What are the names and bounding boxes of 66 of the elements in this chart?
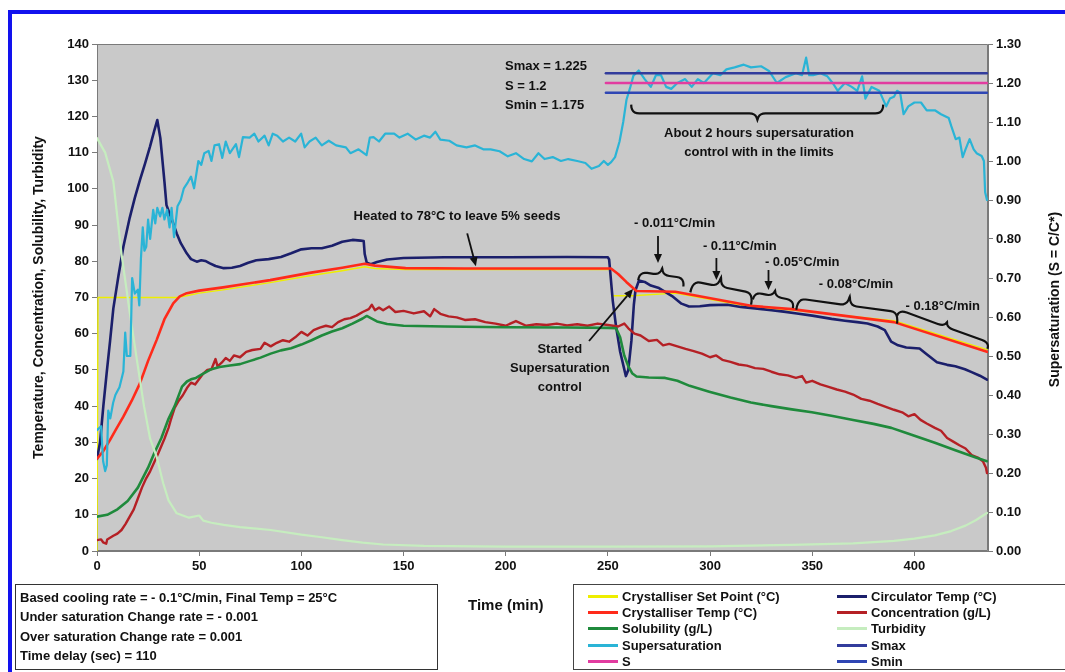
text: Under saturation Change rate = - 0.001 — [20, 608, 260, 627]
annotation: Smax = 1.225 — [505, 58, 588, 74]
annotation: - 0.05°C/min — [764, 254, 840, 271]
y-tick-label: 130 — [67, 71, 89, 87]
y-tick-label: 110 — [68, 144, 89, 160]
y2-tick-label: 1.20 — [996, 74, 1022, 90]
y2-tick-label: 0.60 — [996, 308, 1022, 324]
legend-label: Smax — [871, 637, 906, 653]
x-tick-label: 250 — [597, 558, 619, 574]
y2-tick-label: 0.00 — [996, 542, 1022, 558]
annotation: - 0.18°C/min — [905, 298, 981, 315]
annotation: Heated to 78°C to leave 5% seeds — [353, 208, 561, 224]
y2-tick-label: 0.70 — [996, 269, 1022, 285]
annotation: About 2 hours supersaturation control with in the limits — [664, 123, 854, 162]
x-tick-label: 350 — [801, 558, 824, 574]
y2-tick-label: 0.50 — [996, 347, 1022, 363]
x-tick-label: 50 — [191, 558, 207, 574]
annotation: S = 1.2 — [505, 77, 547, 94]
y-tick-label: 60 — [74, 325, 89, 341]
legend-label: Turbidity — [871, 621, 926, 637]
annotation: - 0.011°C/min — [634, 215, 716, 231]
legend-label: Crystalliser Set Point (°C) — [622, 588, 780, 604]
y-tick-label: 0 — [81, 542, 89, 558]
y-tick-label: 10 — [74, 506, 89, 522]
y2-tick-label: 0.40 — [996, 386, 1022, 402]
y-axis-title: Temperature, Concentration, Solubility, Turbidity — [30, 135, 47, 459]
y-tick-label: 120 — [67, 108, 89, 124]
x-tick-label: 200 — [494, 558, 517, 574]
y2-tick-label: 1.00 — [996, 152, 1022, 168]
x-tick-label: 300 — [699, 558, 721, 574]
y-tick-label: 20 — [74, 470, 89, 486]
text: Based cooling rate = - 0.1°C/min, Final Temp = 25°C — [20, 589, 339, 607]
y-tick-label: 90 — [74, 216, 89, 232]
y2-tick-label: 0.90 — [996, 191, 1022, 207]
legend-label: Supersaturation — [622, 637, 722, 653]
y-tick-label: 70 — [74, 289, 89, 305]
x-tick-label: 150 — [392, 558, 415, 574]
annotation: Smin = 1.175 — [505, 97, 585, 113]
x-tick-label: 0 — [93, 558, 101, 574]
x-tick-label: 400 — [903, 558, 926, 574]
annotation: - 0.11°C/min — [702, 238, 777, 255]
y-tick-label: 100 — [67, 180, 89, 196]
annotation: - 0.08°C/min — [818, 275, 894, 292]
y-tick-label: 80 — [74, 252, 89, 268]
legend-label: Crystalliser Temp (°C) — [622, 604, 757, 620]
y-tick-label: 50 — [74, 361, 89, 377]
text: Time delay (sec) = 110 — [20, 646, 158, 665]
x-tick-label: 100 — [290, 558, 313, 574]
y-tick-label: 40 — [74, 397, 89, 413]
y-tick-label: 140 — [67, 35, 89, 51]
x-axis-title: Time (min) — [468, 596, 544, 613]
y2-tick-label: 1.10 — [996, 113, 1022, 129]
y2-tick-label: 1.30 — [996, 35, 1022, 51]
y2-tick-label: 0.80 — [996, 230, 1022, 246]
legend-label: Circulator Temp (°C) — [871, 588, 997, 604]
legend-label: Solubility (g/L) — [622, 621, 713, 637]
legend-label: S — [622, 653, 631, 669]
text: Over saturation Change rate = 0.001 — [20, 627, 244, 646]
annotation: Started Supersaturation control — [510, 339, 610, 396]
legend-label: Concentration (g/L) — [871, 604, 991, 620]
y2-tick-label: 0.30 — [996, 425, 1022, 441]
y2-tick-label: 0.10 — [996, 503, 1022, 519]
y-tick-label: 30 — [74, 433, 89, 449]
y2-tick-label: 0.20 — [996, 464, 1022, 480]
y2-axis-title: Supersaturation (S = C/C*) — [1045, 211, 1063, 388]
legend-label: Smin — [871, 653, 903, 669]
